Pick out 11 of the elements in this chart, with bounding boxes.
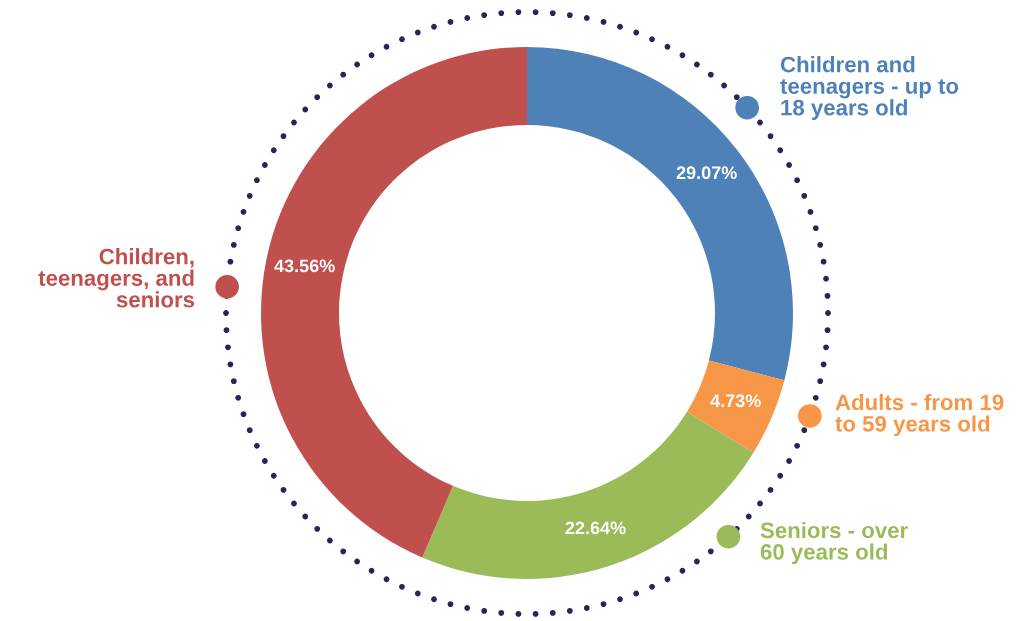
data-label: 22.64% (565, 521, 626, 535)
data-label: 43.56% (274, 259, 335, 273)
data-label: 4.73% (710, 394, 761, 408)
legend-label: Adults - from 19 to 59 years old (835, 393, 1004, 437)
legend-label: Seniors - over 60 years old (760, 521, 908, 565)
donut-slice (422, 411, 754, 579)
slice-label: Children and teenagers - up to 18 years old (780, 56, 959, 120)
donut-slice (686, 360, 785, 453)
data-label: 29.07% (676, 166, 737, 180)
donut-slice (261, 47, 527, 558)
slice-label: Children, teenagers, and seniors (38, 248, 195, 308)
